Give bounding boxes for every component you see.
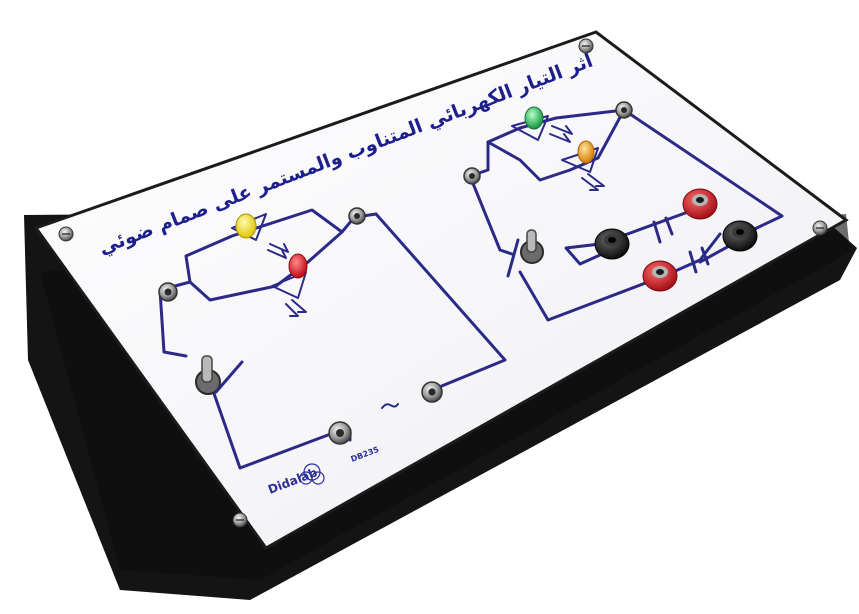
white-panel [33, 30, 849, 550]
terminal-left-top-right[interactable] [348, 207, 366, 225]
ac-source-symbol [381, 403, 399, 409]
toggle-switch-right[interactable] [506, 229, 544, 278]
jack-red-bottom[interactable] [642, 260, 678, 292]
led-yellow [231, 213, 289, 259]
right-circuit-wires [468, 108, 784, 322]
jack-red-top[interactable] [682, 188, 718, 220]
led-green [511, 106, 573, 143]
battery-symbol-top [652, 216, 674, 244]
corner-screw-top-left [58, 226, 74, 242]
terminal-left-top[interactable] [158, 282, 178, 302]
brand-logo [299, 463, 325, 485]
battery-symbol-bottom [688, 246, 710, 274]
jack-black-right[interactable] [722, 220, 758, 252]
led-orange [561, 140, 605, 191]
terminal-left-right[interactable] [421, 381, 443, 403]
led-red [271, 253, 308, 317]
corner-screw-top-right [578, 38, 594, 54]
toggle-switch-left[interactable] [195, 355, 244, 395]
jack-black-left[interactable] [594, 228, 630, 260]
terminal-left-bottom[interactable] [328, 421, 352, 445]
corner-screw-bottom-left [232, 512, 248, 528]
terminal-right-left[interactable] [463, 167, 481, 185]
corner-screw-bottom-right [812, 220, 828, 236]
terminal-right-top[interactable] [615, 101, 633, 119]
